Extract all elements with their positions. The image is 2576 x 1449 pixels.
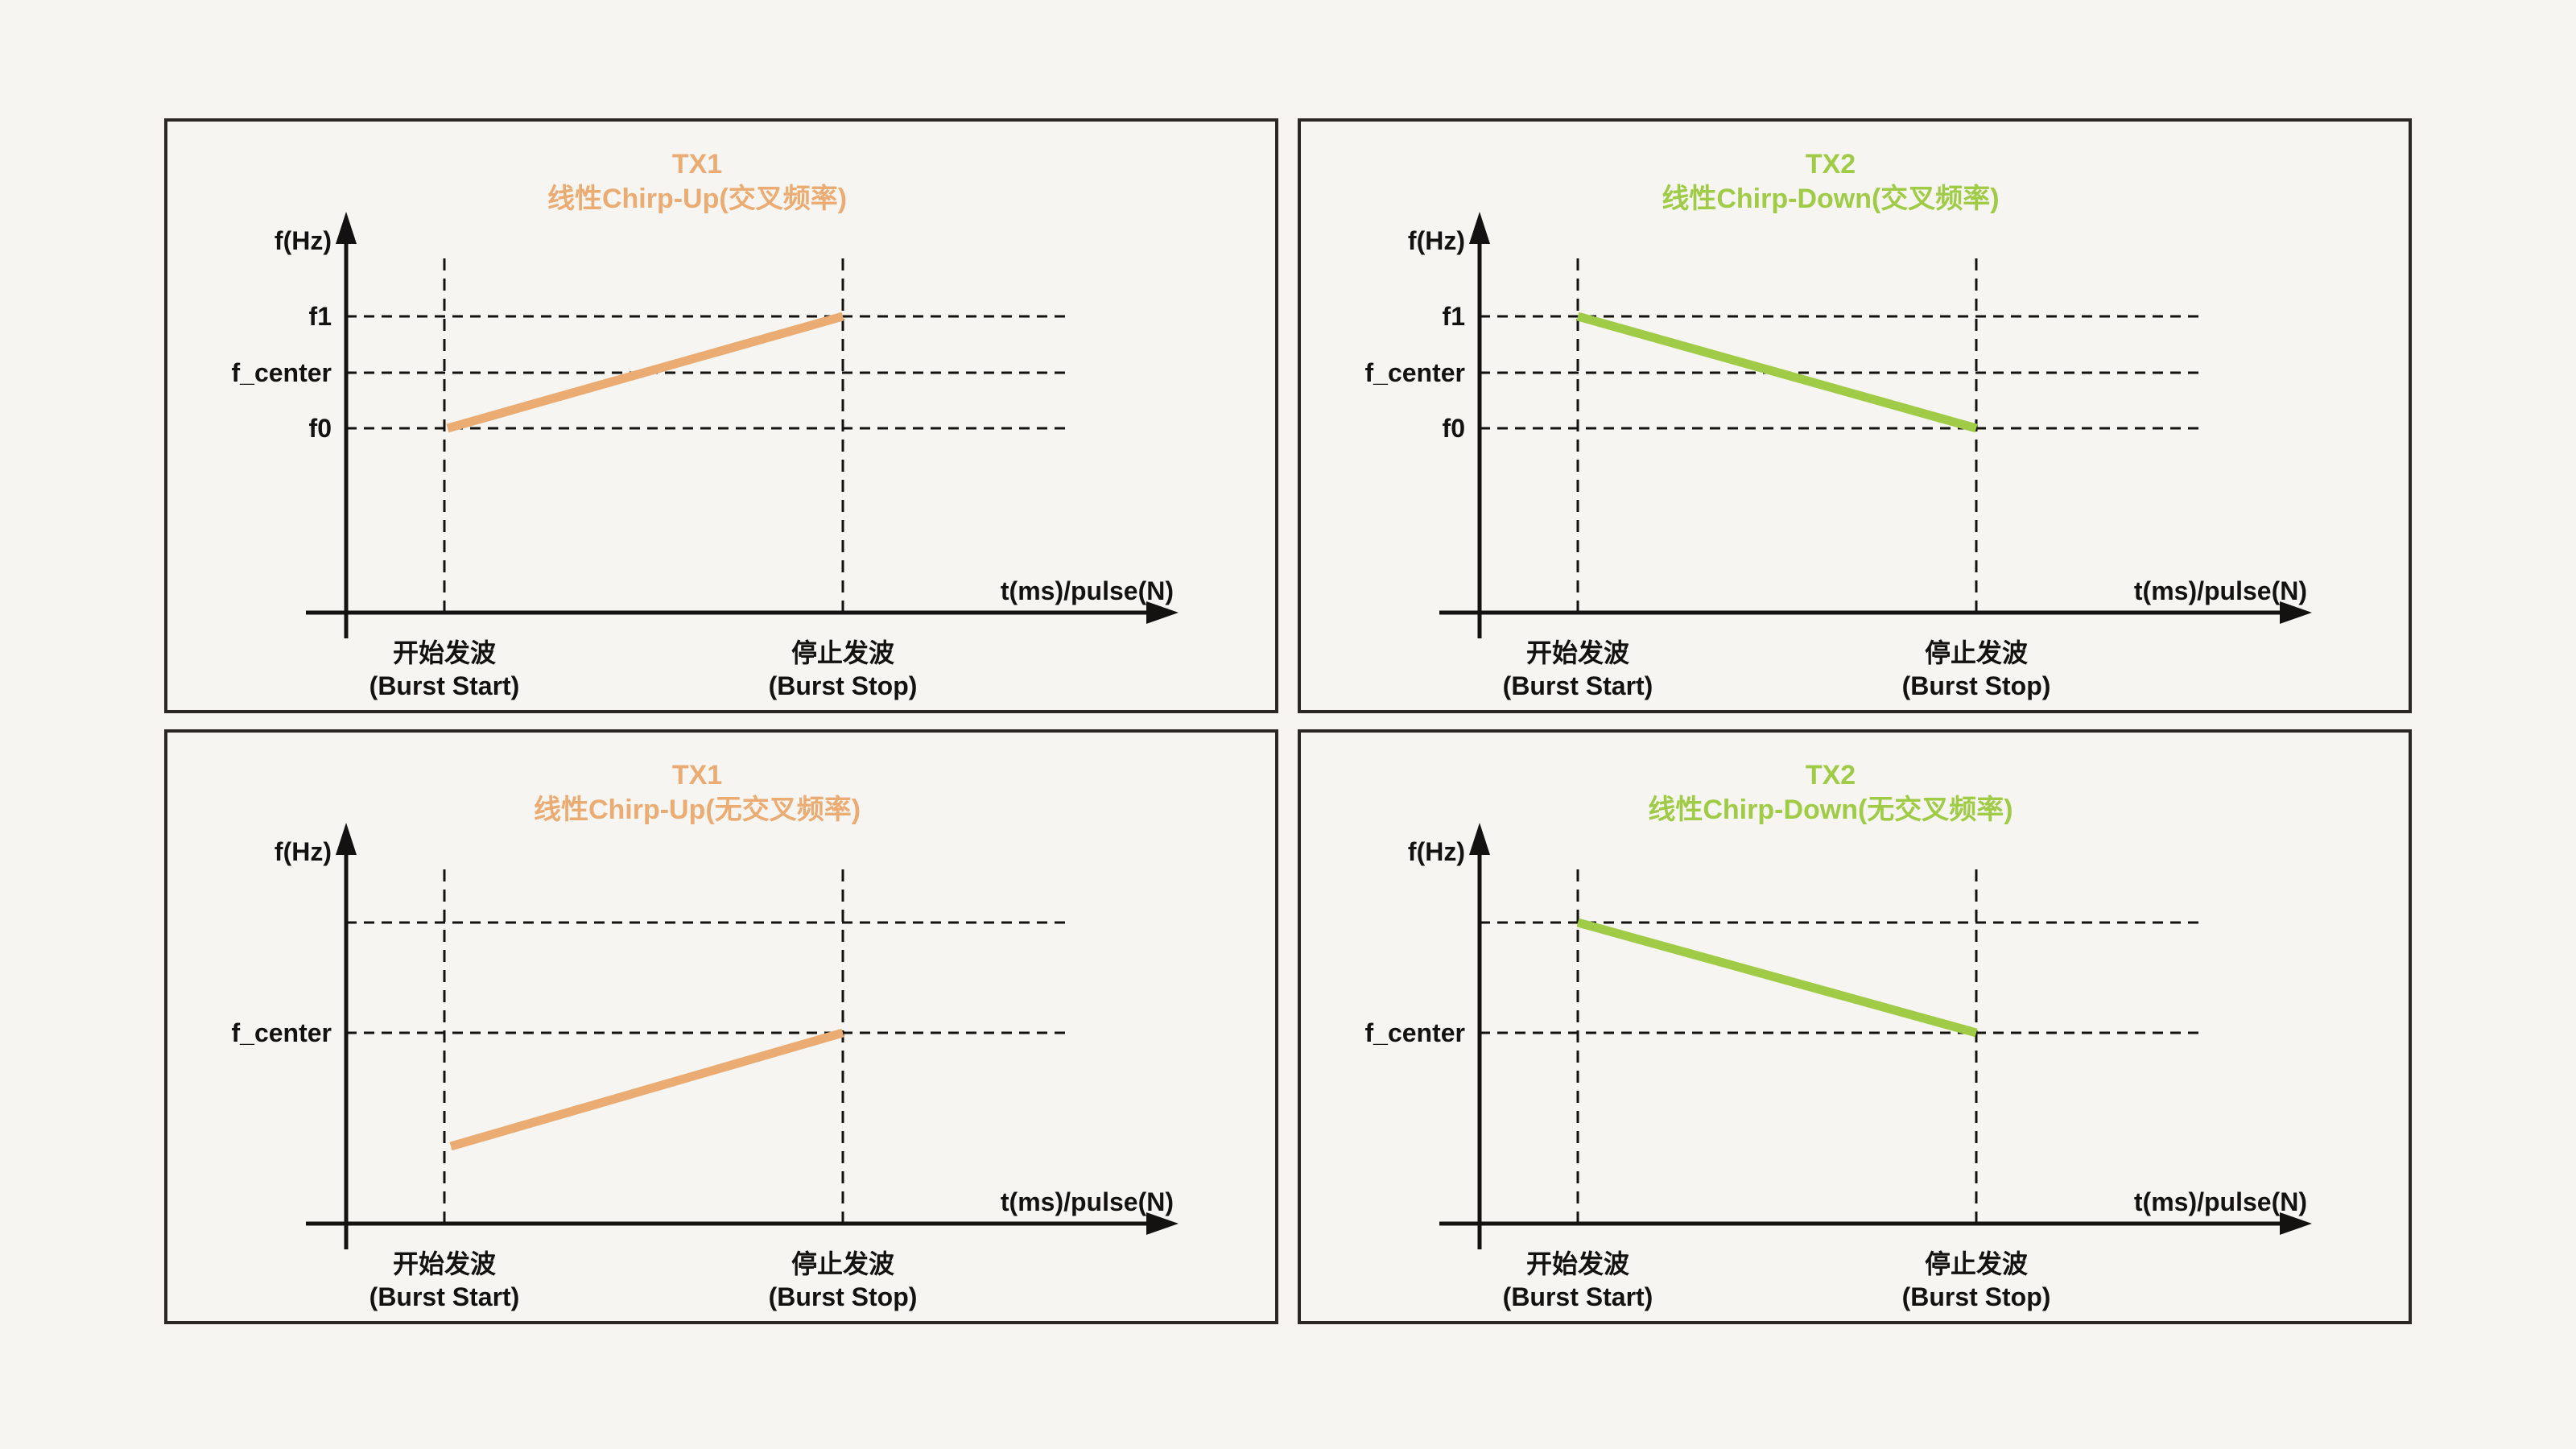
y-axis-arrow-icon: [1469, 212, 1490, 244]
x-axis-label: t(ms)/pulse(N): [2133, 576, 2307, 605]
x-axis-label: t(ms)/pulse(N): [1000, 576, 1174, 605]
burst-mark-label: 开始发波 (Burst Start): [267, 637, 621, 703]
panel-subtitle: 线性Chirp-Down(交叉频率): [1662, 184, 2000, 214]
panel-subtitle: 线性Chirp-Up(无交叉频率): [533, 795, 861, 825]
level-label: f_center: [231, 358, 332, 387]
burst-mark-label-cn: 停止发波: [1924, 638, 2028, 667]
plot-canvas: [1439, 212, 2312, 638]
panel-title: TX2: [1805, 149, 1856, 180]
panel-title: TX2: [1805, 760, 1856, 791]
burst-mark-label-en: (Burst Stop): [1901, 671, 2051, 700]
chirp-line: [1576, 312, 1978, 433]
burst-mark-label-en: (Burst Start): [1502, 1282, 1653, 1311]
burst-mark-label: 开始发波 (Burst Start): [267, 1248, 621, 1314]
level-label: f_center: [231, 1018, 332, 1047]
x-axis-label: t(ms)/pulse(N): [2133, 1187, 2307, 1216]
chirp-line: [449, 1028, 844, 1151]
level-label: f0: [308, 414, 332, 443]
panel-title-block: TX1 线性Chirp-Up(无交叉频率): [167, 758, 1227, 828]
panel-subtitle: 线性Chirp-Up(交叉频率): [547, 184, 848, 214]
burst-mark-label-en: (Burst Start): [1502, 671, 1653, 700]
plot-canvas: [306, 823, 1179, 1249]
burst-mark-label: 停止发波 (Burst Stop): [1799, 637, 2153, 703]
level-label: f0: [1442, 414, 1465, 443]
chirp-line: [446, 312, 844, 433]
y-axis-label: f(Hz): [274, 226, 332, 255]
y-axis-label: f(Hz): [1407, 226, 1465, 255]
y-axis-arrow-icon: [336, 212, 357, 244]
panel-tx1-chirp-up-crossed: TX1 线性Chirp-Up(交叉频率) f(Hz) t(ms)/pulse(N…: [164, 118, 1278, 713]
x-axis-arrow-icon: [2280, 601, 2312, 624]
panel-tx1-chirp-up-uncrossed: TX1 线性Chirp-Up(无交叉频率) f(Hz) t(ms)/pulse(…: [164, 729, 1278, 1324]
burst-mark-label-cn: 开始发波: [392, 1249, 496, 1278]
burst-mark-label-cn: 停止发波: [791, 1249, 894, 1278]
level-label: f_center: [1364, 1018, 1466, 1047]
burst-mark-label-en: (Burst Start): [369, 1282, 520, 1311]
burst-mark-label: 停止发波 (Burst Stop): [666, 637, 1020, 703]
y-axis-arrow-icon: [336, 823, 357, 855]
burst-mark-label-en: (Burst Start): [369, 671, 520, 700]
y-axis-label: f(Hz): [1407, 837, 1465, 866]
burst-mark-label-cn: 开始发波: [1525, 1249, 1629, 1278]
burst-mark-label: 开始发波 (Burst Start): [1401, 1248, 1755, 1314]
burst-mark-label-en: (Burst Stop): [768, 671, 918, 700]
burst-mark-label: 开始发波 (Burst Start): [1401, 637, 1755, 703]
burst-mark-label-cn: 停止发波: [1924, 1249, 2028, 1278]
panel-title: TX1: [671, 760, 723, 791]
level-label: f1: [1442, 302, 1465, 331]
plot-canvas: [1439, 823, 2312, 1249]
panel-title-block: TX2 线性Chirp-Down(无交叉频率): [1301, 758, 2360, 828]
y-axis-arrow-icon: [1469, 823, 1490, 855]
panel-tx2-chirp-down-uncrossed: TX2 线性Chirp-Down(无交叉频率) f(Hz) t(ms)/puls…: [1298, 729, 2412, 1324]
plot-canvas: [306, 212, 1179, 638]
x-axis-arrow-icon: [1146, 1212, 1179, 1235]
panel-title-block: TX2 线性Chirp-Down(交叉频率): [1301, 147, 2360, 217]
x-axis-label: t(ms)/pulse(N): [1000, 1187, 1174, 1216]
x-axis-arrow-icon: [1146, 601, 1179, 624]
panel-subtitle: 线性Chirp-Down(无交叉频率): [1648, 795, 2013, 825]
panel-title-block: TX1 线性Chirp-Up(交叉频率): [167, 147, 1227, 217]
level-label: f1: [308, 302, 332, 331]
burst-mark-label: 停止发波 (Burst Stop): [1799, 1248, 2153, 1314]
burst-mark-label-en: (Burst Stop): [768, 1282, 918, 1311]
panel-title: TX1: [671, 149, 723, 180]
y-axis-label: f(Hz): [274, 837, 332, 866]
burst-mark-label-en: (Burst Stop): [1901, 1282, 2051, 1311]
burst-mark-label-cn: 开始发波: [1525, 638, 1629, 667]
x-axis-arrow-icon: [2280, 1212, 2312, 1235]
chirp-line: [1576, 918, 1978, 1038]
burst-mark-label-cn: 开始发波: [392, 638, 496, 667]
level-label: f_center: [1364, 358, 1466, 387]
burst-mark-label: 停止发波 (Burst Stop): [666, 1248, 1020, 1314]
burst-mark-label-cn: 停止发波: [791, 638, 894, 667]
panel-tx2-chirp-down-crossed: TX2 线性Chirp-Down(交叉频率) f(Hz) t(ms)/pulse…: [1298, 118, 2412, 713]
